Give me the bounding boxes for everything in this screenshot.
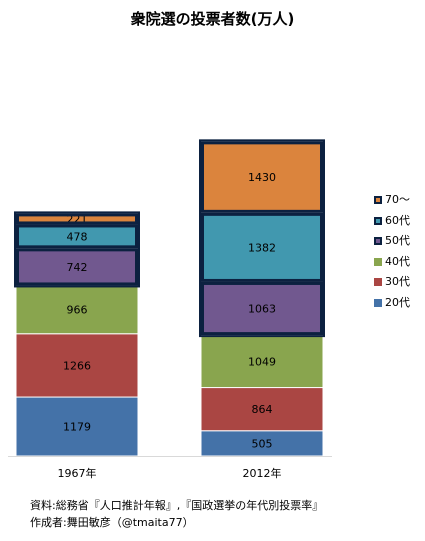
bar-segment-40代-1967年 — [15, 284, 139, 335]
data-label: 505 — [252, 437, 273, 450]
data-label: 1063 — [248, 303, 276, 316]
legend-label: 30代 — [385, 275, 410, 288]
data-label: 1049 — [248, 355, 276, 368]
legend-swatch — [374, 196, 382, 204]
highlight-border-70〜-2012年 — [201, 141, 323, 213]
highlight-border-50代-1967年 — [16, 248, 138, 286]
x-tick-label: 2012年 — [243, 466, 282, 480]
data-label: 864 — [252, 403, 273, 416]
bar-segment-20代-1967年 — [15, 396, 139, 457]
highlight-border-70〜-1967年 — [16, 213, 138, 225]
legend-swatch — [374, 278, 382, 286]
legend-label: 50代 — [385, 234, 410, 247]
legend-swatch — [374, 216, 382, 225]
highlight-group-border-1967年 — [14, 211, 140, 288]
legend-label: 40代 — [385, 254, 410, 268]
data-label: 1266 — [63, 359, 91, 372]
chart-title: 衆院選の投票者数(万人) — [130, 10, 295, 28]
author-note: 作成者:舞田敏彦（@tmaita77） — [30, 516, 194, 529]
legend-label: 20代 — [385, 295, 410, 309]
bar-segment-30代-1967年 — [15, 333, 139, 398]
legend-swatch — [374, 298, 382, 307]
legend-label: 60代 — [385, 213, 410, 227]
highlight-group-border-2012年 — [199, 139, 325, 338]
highlight-border-50代-2012年 — [201, 281, 323, 336]
data-label: 1179 — [63, 421, 91, 434]
data-label: 1382 — [248, 241, 276, 254]
data-label: 478 — [67, 230, 88, 243]
bar-segment-60代-2012年 — [200, 212, 324, 283]
highlight-border-60代-1967年 — [16, 224, 138, 249]
data-label: 742 — [67, 261, 88, 274]
x-tick-label: 1967年 — [58, 466, 97, 480]
source-note: 資料:総務省『人口推計年報』,『国政選挙の年代別投票率』 — [30, 499, 324, 512]
legend-label: 70〜 — [385, 193, 410, 206]
bar-segment-40代-2012年 — [200, 334, 324, 389]
legend-swatch — [374, 237, 382, 245]
data-label: 1430 — [248, 171, 276, 184]
legend-swatch — [374, 257, 382, 266]
data-label: 966 — [67, 304, 88, 317]
highlight-border-60代-2012年 — [201, 212, 323, 282]
